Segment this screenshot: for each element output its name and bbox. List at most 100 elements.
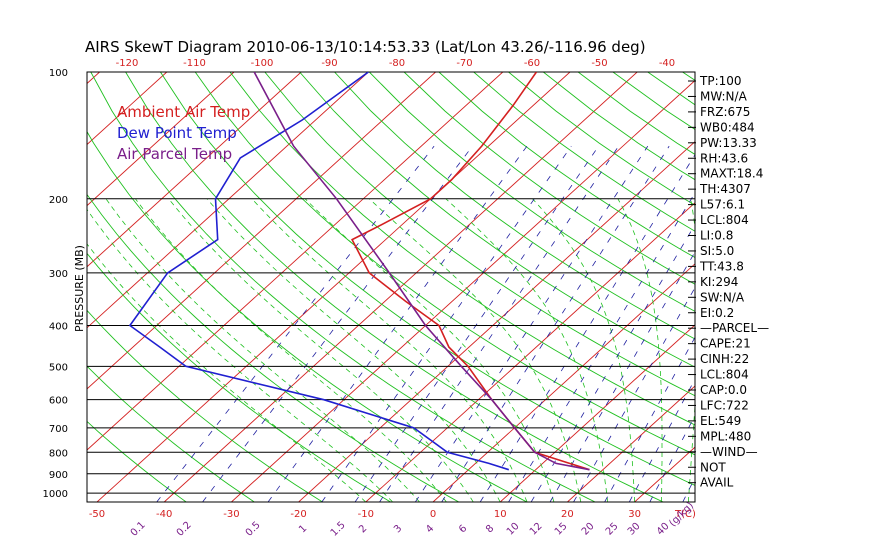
dry-adiabat-line [647, 72, 695, 106]
index-value: LCL:804 [700, 213, 749, 227]
mixing-ratio-tick: 15 [553, 521, 570, 538]
mixing-ratio-line [321, 145, 572, 502]
moist-adiabat-line [369, 198, 582, 502]
bottom-temperature-tick: 10 [494, 509, 507, 520]
bottom-temperature-tick: -40 [156, 509, 172, 520]
mixing-ratio-tick: 10 [505, 521, 522, 538]
bottom-temperature-tick: -30 [223, 509, 239, 520]
moist-adiabat-line [251, 198, 528, 502]
top-temperature-tick: -70 [456, 58, 472, 69]
y-axis-label: PRESSURE (MB) [73, 245, 86, 332]
dry-adiabat-line [160, 72, 695, 486]
mixing-ratio-tick: 12 [528, 521, 545, 538]
isotherm-line [567, 385, 695, 502]
mixing-ratio-line [414, 145, 649, 502]
index-value: MPL:480 [700, 429, 751, 443]
index-value: CINH:22 [700, 352, 749, 366]
mixing-ratio-line [156, 145, 435, 502]
air-parcel-temp-line [253, 72, 590, 471]
isotherm-line [0, 72, 32, 502]
top-temperature-tick: -100 [251, 58, 274, 69]
moist-adiabat-line [135, 198, 447, 502]
index-value: LFC:722 [700, 398, 749, 412]
dry-adiabat-line [229, 72, 695, 426]
dry-adiabat-line [125, 72, 664, 502]
index-value: —PARCEL— [700, 321, 769, 335]
index-value: EI:0.2 [700, 306, 734, 320]
index-value: SW:N/A [700, 290, 745, 304]
index-value: LCL:804 [700, 368, 749, 382]
mixing-ratio-line [267, 145, 528, 502]
mixing-ratio-line [441, 145, 670, 502]
dry-adiabat-line [334, 72, 695, 340]
legend-item: Ambient Air Temp [117, 103, 250, 121]
pressure-tick-label: 700 [49, 424, 68, 435]
mixing-ratio-tick: 3 [392, 523, 404, 535]
mixing-ratio-tick: 1 [297, 523, 309, 535]
index-value: SI:5.0 [700, 244, 734, 258]
top-temperature-tick: -120 [116, 58, 139, 69]
mixing-ratio-line [202, 145, 473, 502]
bottom-temperature-tick: 20 [561, 509, 574, 520]
index-value: WB0:484 [700, 120, 755, 134]
mixing-ratio-tick: 4 [424, 523, 436, 535]
mixing-ratio-tick: 0.5 [244, 520, 263, 539]
bottom-temperature-tick: -50 [89, 509, 105, 520]
dry-adiabat-line [87, 365, 255, 502]
bottom-temperature-tick: 30 [628, 509, 641, 520]
top-temperature-tick: -60 [524, 58, 540, 69]
index-value: L57:6.1 [700, 198, 745, 212]
isotherm-line [87, 72, 235, 207]
isotherm-line [87, 72, 168, 146]
isotherm-line [87, 72, 302, 268]
dew-point-temp-line [128, 72, 510, 471]
index-value: —WIND— [700, 445, 758, 459]
isotherm-line [231, 79, 695, 502]
top-temperature-tick: -50 [591, 58, 607, 69]
top-temperature-tick: -80 [389, 58, 405, 69]
moist-adiabat-line [87, 208, 393, 502]
index-value: CAP:0.0 [700, 383, 747, 397]
index-value: MW:N/A [700, 89, 748, 103]
dry-adiabat-line [299, 72, 695, 368]
mixing-ratio-tick: 0.2 [175, 520, 194, 539]
top-temperature-tick: -90 [321, 58, 337, 69]
index-value: FRZ:675 [700, 105, 750, 119]
isotherm-line [499, 324, 695, 502]
top-temperature-tick: -110 [183, 58, 206, 69]
dry-adiabat-line [264, 72, 695, 397]
isotherm-line [87, 72, 436, 390]
pressure-tick-label: 500 [49, 362, 68, 373]
mixing-ratio-tick: 6 [457, 523, 469, 535]
moist-adiabat-line [168, 198, 474, 502]
legend-item: Air Parcel Temp [117, 145, 232, 163]
isotherm-line [87, 72, 369, 329]
dry-adiabat-line [87, 130, 528, 502]
moist-adiabat-line [617, 198, 663, 502]
index-value: TP:100 [699, 74, 742, 88]
pressure-tick-label: 100 [49, 68, 68, 79]
top-temperature-tick: -40 [659, 58, 675, 69]
index-value: MAXT:18.4 [700, 167, 763, 181]
isotherm-line [298, 141, 695, 502]
dry-adiabat-line [87, 193, 460, 502]
mixing-ratio-tick: 1.5 [329, 520, 348, 539]
pressure-tick-label: 600 [49, 396, 68, 407]
index-value: CAPE:21 [700, 337, 751, 351]
dry-adiabat-line [438, 72, 695, 259]
legend-item: Dew Point Temp [117, 124, 237, 142]
mixing-ratio-line [379, 145, 619, 502]
mixing-ratio-line [354, 145, 599, 502]
moist-adiabat-line [105, 198, 420, 502]
mixing-ratio-tick: 25 [604, 521, 621, 538]
dry-adiabat-line [87, 309, 323, 502]
pressure-tick-label: 400 [49, 322, 68, 333]
index-value: EL:549 [700, 414, 741, 428]
pressure-tick-label: 800 [49, 448, 68, 459]
isotherm-line [163, 72, 638, 502]
moist-adiabat-line [206, 198, 501, 502]
mixing-ratio-tick: 30 [626, 521, 643, 538]
pressure-tick-label: 1000 [43, 489, 68, 500]
moist-adiabat-line [532, 198, 635, 502]
